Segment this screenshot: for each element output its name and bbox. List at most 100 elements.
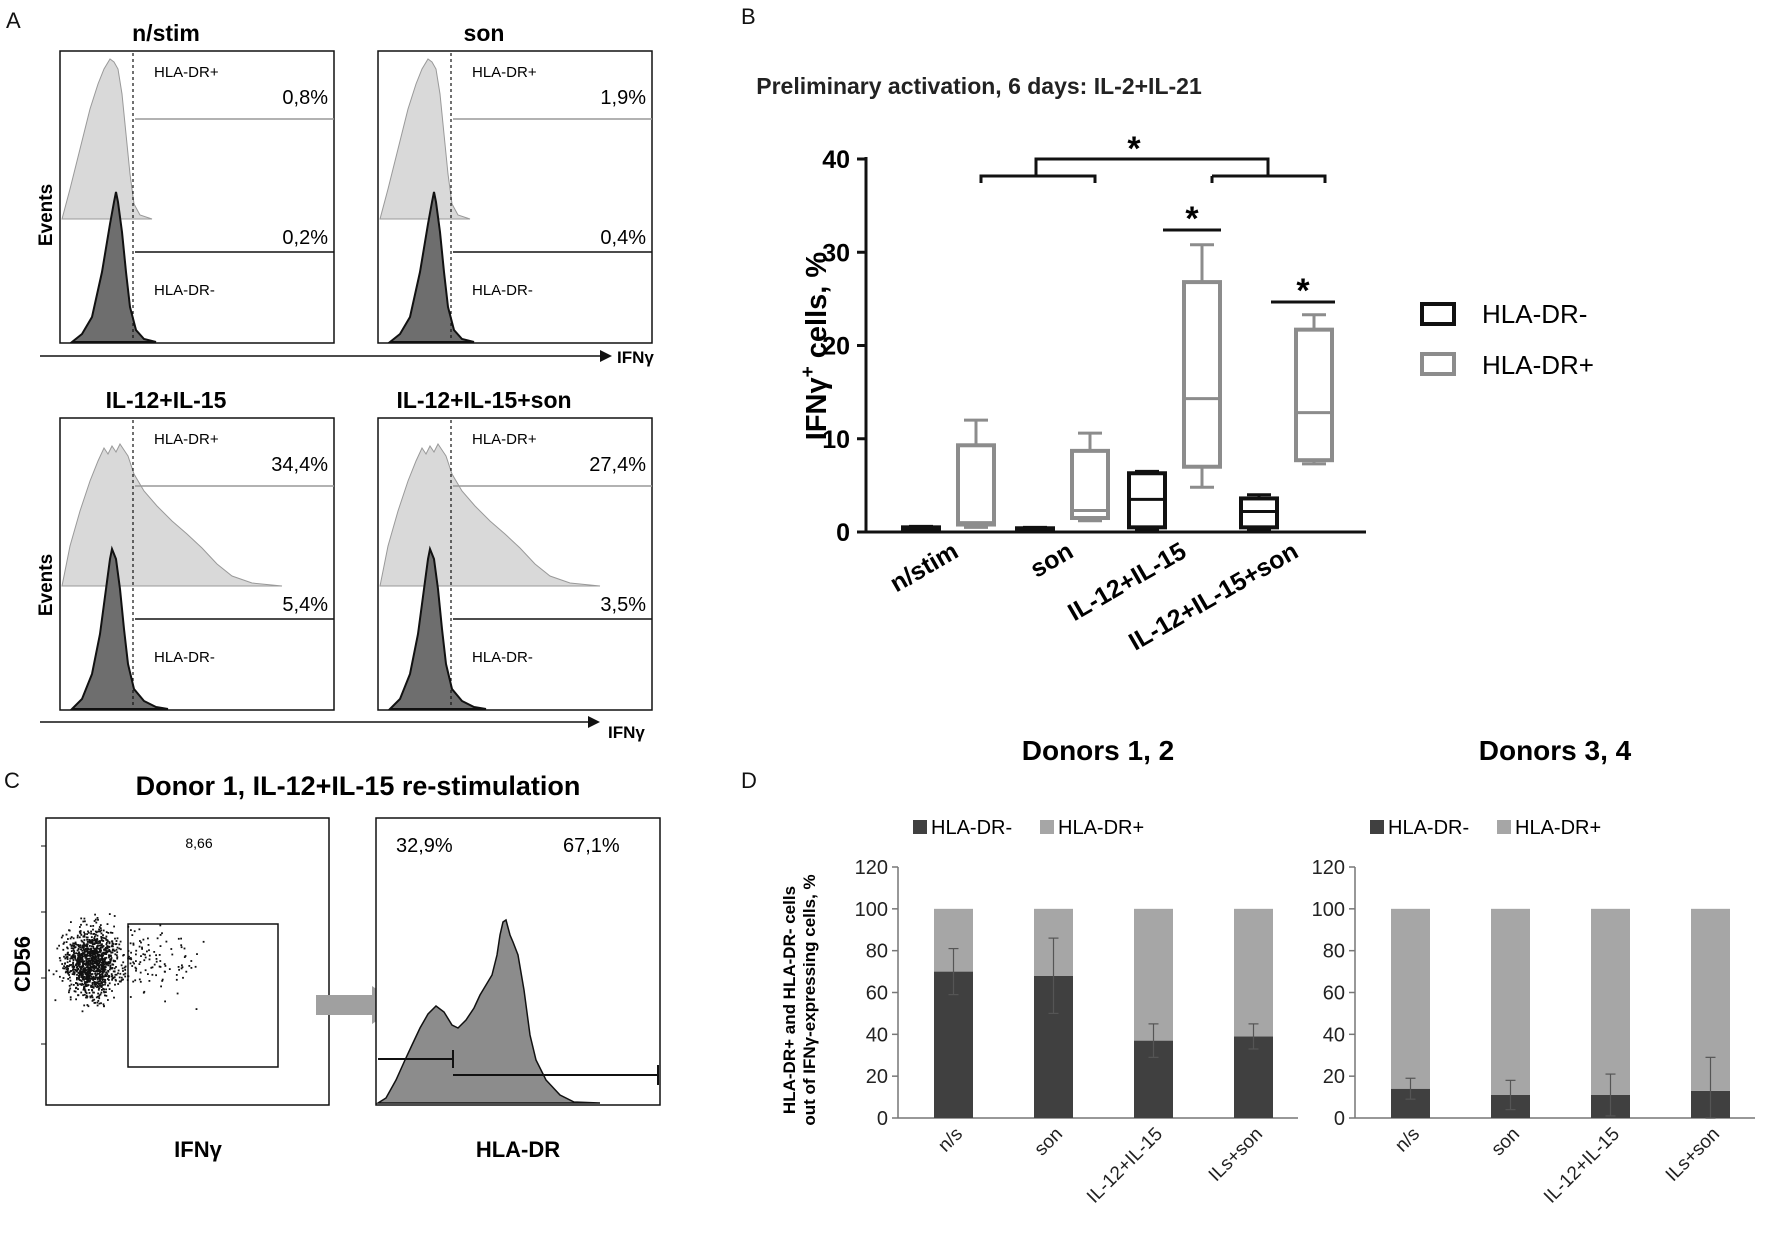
dot [84,956,87,959]
dot [113,970,116,973]
dot [182,976,184,979]
dot [82,983,84,986]
dot [81,953,83,955]
dot [94,953,96,956]
dot [95,951,97,954]
dot [64,957,67,960]
flow-histograms: n/stim HLA-DR+ 0,8% 0,2% HLA-DR-son HLA-DR+ 1,… [59,20,653,711]
dot [88,966,91,969]
dot [90,986,92,988]
dot [111,942,114,944]
dot [110,973,113,975]
dot [61,963,64,965]
dot [75,952,77,955]
dot [160,985,162,988]
dot [91,959,93,962]
dot [99,993,102,996]
chartD2-ytick-label-40: 40 [1323,1024,1345,1046]
dot [118,980,121,983]
dot [106,951,109,954]
dot [83,987,85,990]
dot [140,955,142,957]
dot [95,981,98,984]
dot [92,947,95,950]
dot [96,964,99,967]
dot [97,980,100,983]
dot [99,947,102,949]
hist-dr-plus-curve-2 [61,443,283,587]
dot [70,921,72,923]
dot [89,964,92,967]
hist-dr-plus-curve-3 [379,443,601,587]
dot [71,944,74,947]
hist-dr-minus-curve-3 [387,545,487,710]
dot [85,971,88,974]
chartD1-legend-label-dr-minus: HLA-DR- [931,817,1012,839]
dot [99,947,101,950]
dot [82,960,84,963]
dot [69,996,72,999]
dot [106,940,109,942]
dot [77,962,79,964]
dot [98,962,100,965]
dot [122,961,125,964]
dot [99,949,102,951]
dot [108,950,111,953]
dot [109,954,112,957]
dot [97,988,100,991]
dot [104,966,107,969]
dot [78,974,81,977]
dot [102,968,105,970]
dot [98,1002,101,1005]
dot [98,951,101,953]
dot [83,935,86,938]
dot [68,954,71,956]
chartD2-title: Donors 3, 4 [1479,735,1632,766]
dot [65,968,68,971]
dot [68,974,70,976]
dot [99,924,102,926]
chartD1-ytick-label-120: 120 [855,857,888,879]
dot [70,964,73,966]
dot [73,952,76,955]
dot [98,958,101,961]
dot [90,940,92,942]
dot [114,983,116,986]
dot [153,951,156,953]
dot [104,968,107,971]
dot [91,966,94,968]
dot [102,969,104,972]
dot [73,971,76,974]
dot [89,996,92,999]
dot [138,945,141,948]
dot [67,972,69,975]
dot [84,989,87,992]
dot [108,942,111,945]
dot [110,945,113,948]
hla-dr-histogram [375,918,601,1104]
dot [85,983,87,986]
dot [92,945,95,948]
dot [95,941,98,944]
dot [85,985,88,987]
dot [106,973,109,975]
dot [95,933,97,936]
chartD1-xlabel-0: n/s [934,1124,967,1157]
dot [82,962,85,965]
dot [105,939,108,941]
dot [75,998,77,1001]
dot [72,956,74,959]
dot [87,984,90,986]
dot [82,941,85,944]
dot [104,979,107,981]
dot [135,953,137,956]
dot [144,953,146,956]
dot [95,960,98,963]
chartD2-ytick-label-100: 100 [1312,899,1345,921]
dot [110,958,113,960]
chartD2-bar-dr-plus-0 [1391,908,1430,1089]
dot [100,984,103,987]
dot [134,979,137,982]
dot [176,992,179,995]
chart-b-ylabel-ifn: IFNγ [801,376,833,440]
